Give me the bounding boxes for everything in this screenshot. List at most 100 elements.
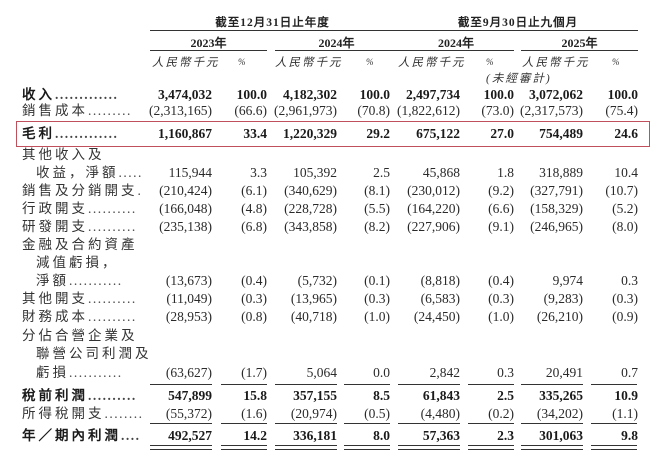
row-label-text: 虧損 <box>36 365 69 380</box>
percent-cell: (8.2) <box>364 219 390 234</box>
percent-cell: 2.5 <box>373 165 390 180</box>
percent-cell: 27.0 <box>490 126 514 141</box>
row-label: 虧損........... <box>36 364 156 382</box>
row-label-text: 淨額 <box>36 273 69 288</box>
percent-cell: (75.4) <box>605 103 638 118</box>
percent-cell: 0.7 <box>621 365 638 380</box>
amount-cell: (2,317,573) <box>520 103 583 118</box>
amount-cell: 61,843 <box>422 388 460 403</box>
amount-cell: 547,899 <box>168 388 212 403</box>
leader-dots: .......... <box>88 388 137 403</box>
row-label-text: 稅前利潤 <box>22 388 88 403</box>
percent-cell: 14.2 <box>243 428 267 443</box>
amount-cell: (228,728) <box>284 201 337 216</box>
amount-cell: 115,944 <box>168 165 212 180</box>
amount-cell: (235,138) <box>159 219 212 234</box>
unit-label: 人民幣千元 <box>398 57 466 69</box>
leader-dots: ..... <box>118 165 143 180</box>
header-rule <box>398 30 638 31</box>
percent-cell: (0.3) <box>488 291 514 306</box>
percent-cell: 9.8 <box>621 428 638 443</box>
total-double-underline <box>150 445 212 450</box>
header-rule <box>150 30 398 31</box>
row-label-text: 分佔合營企業及 <box>22 328 138 343</box>
amount-cell: 2,842 <box>429 365 460 380</box>
amount-cell: 105,392 <box>293 165 337 180</box>
subtotal-underline <box>344 423 390 424</box>
row-label: 年／期內利潤.... <box>22 427 142 445</box>
subtotal-underline <box>468 423 514 424</box>
table-row: 行政開支.......... (166,048) (4.8) (228,728) (5.… <box>0 200 660 218</box>
table-row: 收入............. 3,474,032 100.0 4,182,302 10… <box>0 86 660 104</box>
percent-cell: (0.3) <box>612 291 638 306</box>
leader-dots: .......... <box>88 219 137 234</box>
table-row: 所得稅開支........ (55,372) (1.6) (20,974) (0.5) (… <box>0 405 660 423</box>
percent-cell: (66.6) <box>234 103 267 118</box>
subtotal-underline <box>398 384 460 385</box>
percent-cell: (9.1) <box>488 219 514 234</box>
row-label: 財務成本.......... <box>22 308 142 326</box>
table-row: 稅前利潤.......... 547,899 15.8 357,155 8.5 61,84… <box>0 387 660 405</box>
percent-cell: 100.0 <box>483 87 514 102</box>
amount-cell: (24,450) <box>413 309 460 324</box>
amount-cell: 1,160,867 <box>158 126 212 141</box>
subtotal-underline <box>275 384 337 385</box>
row-label: 金融及合約資產 <box>22 236 142 254</box>
unit-label: 人民幣千元 <box>152 57 220 69</box>
amount-cell: (11,049) <box>166 291 212 306</box>
leader-dots: ............. <box>55 87 119 102</box>
percent-cell: 8.0 <box>373 428 390 443</box>
amount-cell: 9,974 <box>552 273 583 288</box>
amount-cell: 3,072,062 <box>529 87 583 102</box>
amount-cell: 492,527 <box>168 428 212 443</box>
row-label: 銷售成本......... <box>22 102 142 120</box>
subtotal-underline <box>468 384 514 385</box>
table-row: 減值虧損， <box>0 254 660 272</box>
year-header-2024-nine-months: 2024年 <box>437 36 474 50</box>
subtotal-underline <box>221 384 267 385</box>
amount-cell: 20,491 <box>545 365 583 380</box>
percent-cell: 100.0 <box>359 87 390 102</box>
percent-cell: (0.8) <box>241 309 267 324</box>
amount-cell: (227,906) <box>407 219 460 234</box>
subtotal-underline <box>221 423 267 424</box>
table-row: 年／期內利潤.... 492,527 14.2 336,181 8.0 57,363 2.3… <box>0 427 660 445</box>
pct-label: % <box>366 57 374 67</box>
percent-cell: (1.0) <box>488 309 514 324</box>
amount-cell: 357,155 <box>293 388 337 403</box>
table-row: 虧損........... (63,627) (1.7) 5,064 0.0 2,842 0… <box>0 364 660 382</box>
subtotal-underline <box>150 384 212 385</box>
gross-profit-highlight-box <box>16 121 650 147</box>
row-label-text: 收入 <box>22 87 55 102</box>
percent-cell: (6.6) <box>488 201 514 216</box>
table-row: 淨額........... (13,673) (0.4) (5,732) (0.1) (8… <box>0 272 660 290</box>
leader-dots: .. <box>137 183 143 198</box>
amount-cell: 4,182,302 <box>283 87 337 102</box>
year-header-2024: 2024年 <box>318 36 355 50</box>
subtotal-underline <box>344 384 390 385</box>
amount-cell: (28,953) <box>165 309 212 324</box>
header-group-full-year: 截至12月31日止年度 <box>215 17 330 29</box>
percent-cell: (1.6) <box>241 406 267 421</box>
percent-cell: 2.3 <box>497 428 514 443</box>
amount-cell: 45,868 <box>422 165 460 180</box>
subtotal-underline <box>521 423 583 424</box>
percent-cell: (70.8) <box>357 103 390 118</box>
pct-label: % <box>238 57 246 67</box>
percent-cell: (8.1) <box>364 183 390 198</box>
amount-cell: (158,329) <box>530 201 583 216</box>
amount-cell: (210,424) <box>159 183 212 198</box>
row-label: 分佔合營企業及 <box>22 327 142 345</box>
percent-cell: 100.0 <box>236 87 267 102</box>
table-row: 銷售及分銷開支.. (210,424) (6.1) (340,629) (8.1) (23… <box>0 182 660 200</box>
amount-cell: (34,202) <box>536 406 583 421</box>
leader-dots: ......... <box>88 103 132 118</box>
percent-cell: 15.8 <box>243 388 267 403</box>
row-label: 其他收入及 <box>22 146 142 164</box>
total-double-underline <box>468 445 514 450</box>
amount-cell: 335,265 <box>539 388 583 403</box>
percent-cell: 1.8 <box>497 165 514 180</box>
unaudited-label: (未經審計) <box>486 73 552 85</box>
percent-cell: (73.0) <box>481 103 514 118</box>
row-label-text: 聯營公司利潤及 <box>36 346 152 361</box>
